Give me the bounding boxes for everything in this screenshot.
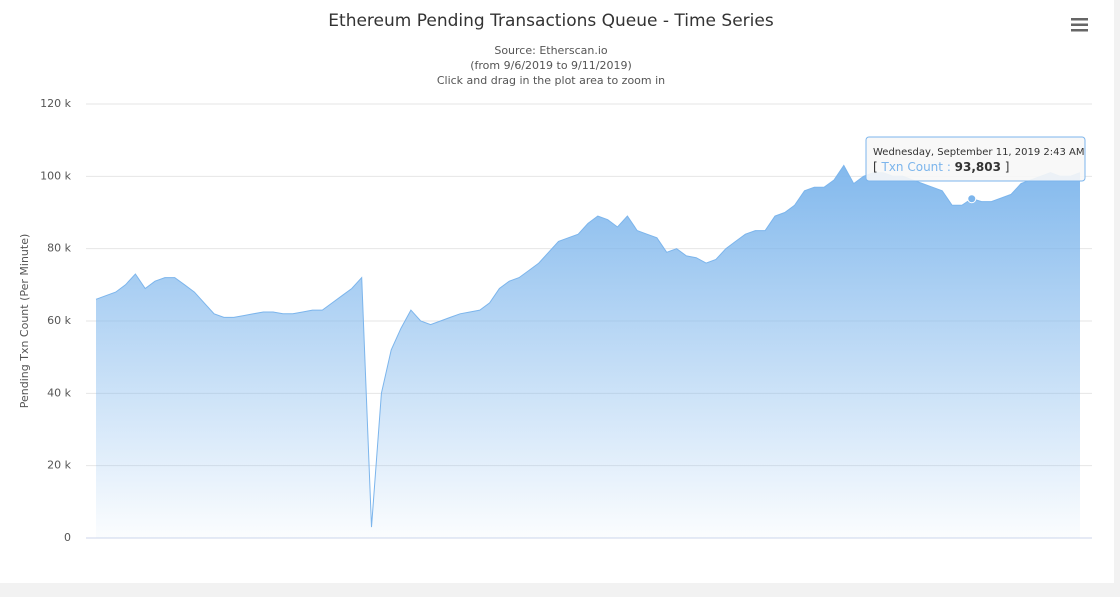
subtitle: Source: Etherscan.io [494,44,608,57]
menu-button[interactable] [1071,18,1088,32]
menu-bar [1071,23,1088,26]
subtitle: Click and drag in the plot area to zoom … [437,74,665,87]
menu-bar [1071,29,1088,32]
y-tick-label: 120 k [40,97,71,110]
y-axis-label: Pending Txn Count (Per Minute) [18,234,31,409]
subtitle: (from 9/6/2019 to 9/11/2019) [470,59,632,72]
y-tick-label: 0 [64,531,71,544]
menu-bar [1071,18,1088,21]
tooltip-part: 93,803 [955,160,1001,174]
tooltip-part: ] [1001,160,1010,174]
tooltip-part: : [943,160,955,174]
y-tick-label: 80 k [47,242,71,255]
y-tick-label: 40 k [47,386,71,399]
chart-title: Ethereum Pending Transactions Queue - Ti… [328,11,774,31]
tooltip-date: Wednesday, September 11, 2019 2:43 AM [873,147,1085,158]
tooltip-row: [ Txn Count : 93,803 ] [873,160,1009,174]
y-tick-label: 60 k [47,314,71,327]
y-tick-label: 100 k [40,169,71,182]
hover-point [967,194,977,204]
area-fill [96,165,1080,538]
tooltip-box [865,136,1086,182]
tooltip-part: [ [873,160,882,174]
y-tick-label: 20 k [47,459,71,472]
tooltip: Wednesday, September 11, 2019 2:43 AM [ T… [865,136,1086,182]
tooltip-part: Txn Count [881,160,944,174]
